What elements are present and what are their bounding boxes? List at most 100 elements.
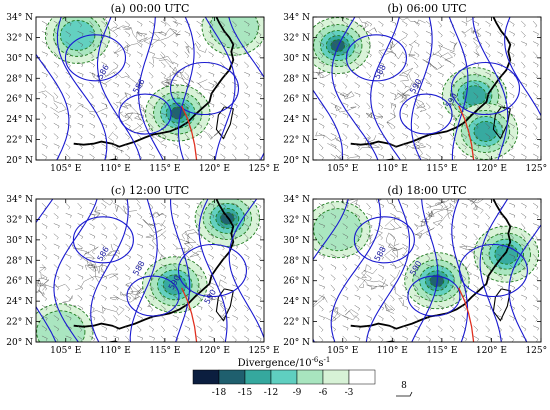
colorbar-swatch: [296, 369, 324, 385]
lat-tick-label: 20° N: [6, 156, 33, 166]
colorbar-label: -15: [238, 388, 253, 398]
lon-tick-label: 110° E: [377, 164, 408, 174]
lon-tick-label: 125° E: [248, 164, 279, 174]
lat-tick-label: 34° N: [283, 195, 310, 205]
colorbar-title: Divergence/10-6s-1: [238, 356, 331, 369]
lon-tick-label: 125° E: [248, 346, 279, 356]
lat-tick-label: 26° N: [6, 95, 33, 105]
lat-tick-label: 34° N: [6, 195, 33, 205]
contour-label: 588: [131, 259, 146, 277]
contour-label: 588: [373, 63, 388, 81]
lat-tick-label: 24° N: [6, 115, 33, 125]
colorbar-label: -3: [345, 388, 354, 398]
lon-tick-label: 105° E: [327, 346, 358, 356]
lat-tick-label: 30° N: [283, 236, 310, 246]
lat-tick-label: 22° N: [283, 318, 310, 328]
lat-tick-label: 30° N: [6, 54, 33, 64]
panel-frame: [312, 16, 542, 161]
lon-tick-label: 120° E: [199, 346, 230, 356]
lon-tick-label: 105° E: [327, 164, 358, 174]
colorbar-swatch: [270, 369, 298, 385]
lat-tick-label: 30° N: [6, 236, 33, 246]
wind-barbs: [318, 202, 539, 342]
divergence-shading: [44, 17, 264, 142]
coastline: [73, 17, 235, 148]
divergence-center: [194, 199, 260, 247]
track-line: [458, 105, 475, 160]
panel-title: (d) 18:00 UTC: [387, 184, 466, 197]
lon-tick-label: 105° E: [50, 346, 81, 356]
colorbar-label: -6: [319, 388, 328, 398]
colorbar-swatch: [218, 369, 246, 385]
hainan-outline: [382, 158, 397, 160]
lat-tick-label: 22° N: [6, 136, 33, 146]
lat-tick-label: 28° N: [6, 256, 33, 266]
coastline: [350, 17, 512, 148]
contour-label: 586: [131, 77, 146, 95]
panel-title: (b) 06:00 UTC: [387, 2, 466, 15]
lat-tick-label: 24° N: [283, 115, 310, 125]
lat-tick-label: 22° N: [6, 318, 33, 328]
lat-tick-label: 26° N: [283, 95, 310, 105]
colorbar-swatch: [192, 369, 220, 385]
lat-tick-label: 30° N: [283, 54, 310, 64]
track-line: [181, 105, 198, 160]
colorbar-swatch: [348, 369, 376, 385]
colorbar: -18 -15 -12 -9 -6 -3 Divergence/10-6s-1: [192, 356, 376, 398]
geopotential-contours: [313, 199, 541, 342]
lon-tick-label: 115° E: [426, 164, 457, 174]
hainan-outline: [105, 158, 120, 160]
taiwan-outline: [215, 288, 234, 322]
hainan-outline: [105, 340, 120, 342]
lat-tick-label: 28° N: [6, 74, 33, 84]
divergence-center: [313, 17, 371, 75]
lon-tick-label: 110° E: [100, 346, 131, 356]
lat-tick-label: 24° N: [6, 297, 33, 307]
contour-label: 588: [373, 245, 388, 263]
lat-tick-label: 28° N: [283, 74, 310, 84]
lat-tick-label: 34° N: [6, 13, 33, 23]
wind-barbs: [41, 202, 262, 342]
lon-tick-label: 120° E: [476, 346, 507, 356]
track-line: [181, 287, 198, 342]
divergence-center: [313, 201, 371, 259]
panel-frame: [35, 198, 265, 343]
lon-tick-label: 120° E: [476, 164, 507, 174]
divergence-center: [44, 17, 111, 64]
geopotential-contours: [36, 17, 264, 160]
wind-reference-barb: [396, 391, 413, 397]
colorbar-swatch: [244, 369, 272, 385]
lat-tick-label: 34° N: [283, 13, 310, 23]
divergence-shading: [313, 17, 519, 160]
contour-label: 586: [96, 245, 111, 263]
geopotential-contours: [313, 17, 541, 160]
geopotential-contours: [36, 199, 264, 342]
lat-tick-label: 28° N: [283, 256, 310, 266]
lat-tick-label: 32° N: [283, 215, 310, 225]
lon-tick-label: 115° E: [149, 346, 180, 356]
lat-tick-label: 32° N: [283, 33, 310, 43]
divergence-shading: [36, 199, 260, 342]
panel-title: (c) 12:00 UTC: [111, 184, 189, 197]
taiwan-outline: [492, 288, 511, 322]
taiwan-outline: [215, 106, 234, 140]
coastline: [73, 199, 235, 330]
panel-frame: [35, 16, 265, 161]
lat-tick-label: 26° N: [283, 277, 310, 287]
lon-tick-label: 125° E: [525, 346, 550, 356]
lat-tick-label: 20° N: [283, 338, 310, 348]
hainan-outline: [382, 340, 397, 342]
coastline: [350, 199, 512, 330]
wind-reference-value: 8: [401, 381, 407, 391]
divergence-center: [473, 225, 539, 283]
lon-tick-label: 110° E: [100, 164, 131, 174]
colorbar-label: -9: [293, 388, 302, 398]
lat-tick-label: 22° N: [283, 136, 310, 146]
province-boundaries: [313, 17, 507, 160]
colorbar-label: -12: [264, 388, 279, 398]
lon-tick-label: 120° E: [199, 164, 230, 174]
